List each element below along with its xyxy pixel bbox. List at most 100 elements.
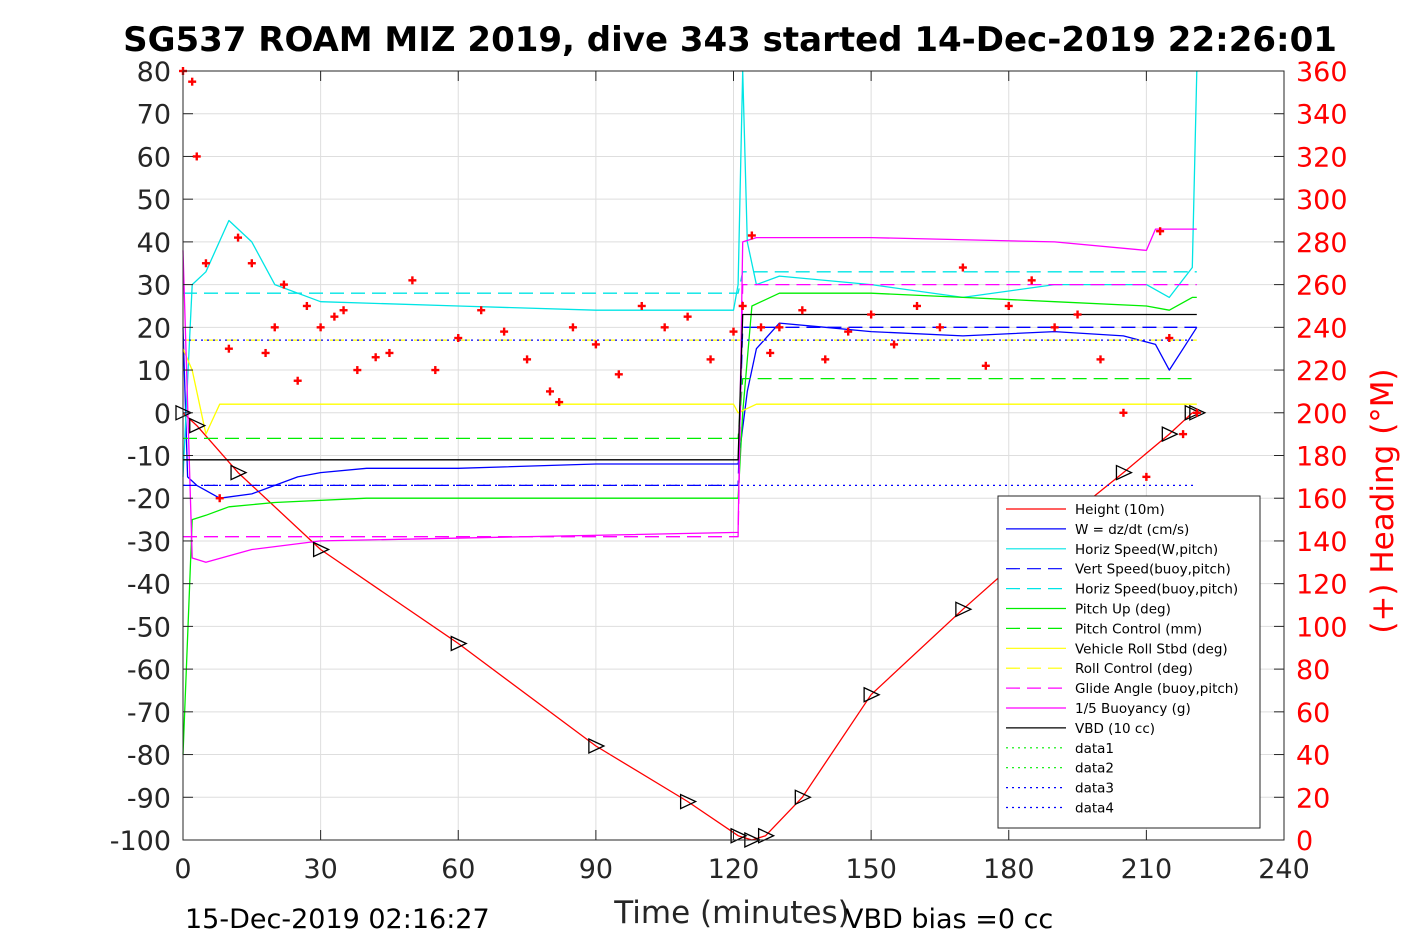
legend-label-12: data1 <box>1075 741 1114 757</box>
heading-point-36 <box>747 231 756 240</box>
depth-marker-10 <box>794 789 812 806</box>
heading-point-5 <box>224 344 233 353</box>
legend-label-0: Height (10m) <box>1075 502 1165 518</box>
legend-label-7: Vehicle Roll Stbd (deg) <box>1075 641 1228 657</box>
heading-point-35 <box>738 301 747 310</box>
heading-point-20 <box>431 366 440 375</box>
heading-point-11 <box>293 376 302 385</box>
legend-label-8: Roll Control (deg) <box>1075 661 1193 677</box>
y-right-tick-label-0: 360 <box>1296 57 1348 88</box>
heading-point-19 <box>408 276 417 285</box>
series-line-11 <box>183 313 1197 461</box>
heading-point-58 <box>1179 430 1188 439</box>
y-tick-label-14: -60 <box>127 655 171 686</box>
footer-date: 15-Dec-2019 02:16:27 <box>185 904 490 935</box>
chart-title: SG537 ROAM MIZ 2019, dive 343 started 14… <box>123 20 1337 60</box>
y-right-tick-label-3: 300 <box>1296 185 1348 216</box>
y-tick-label-7: 10 <box>137 356 171 387</box>
legend-label-2: Horiz Speed(W,pitch) <box>1075 542 1218 558</box>
heading-point-28 <box>591 340 600 349</box>
heading-point-33 <box>706 355 715 364</box>
legend: Height (10m) W = dz/dt (cm/s) Horiz Speed(… <box>997 495 1261 829</box>
y-tick-label-18: -100 <box>110 826 171 857</box>
y-tick-label-17: -90 <box>127 783 171 814</box>
y-tick-label-16: -80 <box>127 741 171 772</box>
y-tick-label-2: 60 <box>137 142 171 173</box>
heading-point-47 <box>958 263 967 272</box>
heading-point-34 <box>729 327 738 336</box>
footer-vbd-bias: VBD bias =0 cc <box>845 904 1053 935</box>
x-tick-label-1: 30 <box>303 854 337 885</box>
heading-point-52 <box>1073 310 1082 319</box>
y-tick-label-8: 0 <box>154 399 171 430</box>
heading-point-3 <box>201 259 210 268</box>
heading-point-13 <box>316 323 325 332</box>
heading-point-15 <box>339 306 348 315</box>
y-right-tick-label-13: 100 <box>1296 612 1348 643</box>
heading-point-55 <box>1142 472 1151 481</box>
depth-marker-6 <box>679 793 698 810</box>
heading-point-24 <box>523 355 532 364</box>
heading-point-30 <box>637 301 646 310</box>
heading-point-29 <box>614 370 623 379</box>
heading-point-54 <box>1119 408 1128 417</box>
y-right-tick-label-16: 40 <box>1296 741 1330 772</box>
series-line-4 <box>183 271 1197 294</box>
heading-point-26 <box>555 398 564 407</box>
x-tick-label-5: 150 <box>845 854 897 885</box>
series-layer <box>182 70 1198 841</box>
x-tick-label-7: 210 <box>1121 854 1173 885</box>
y-right-tick-label-14: 80 <box>1296 655 1330 686</box>
legend-label-6: Pitch Control (mm) <box>1075 621 1202 637</box>
depth-marker-11 <box>863 686 881 703</box>
heading-point-37 <box>757 323 766 332</box>
right-y-axis-label: (+) Heading (°M) <box>1365 368 1401 633</box>
y-right-tick-label-12: 120 <box>1296 570 1348 601</box>
heading-point-12 <box>302 301 311 310</box>
y-right-tick-label-17: 20 <box>1296 783 1330 814</box>
legend-label-4: Horiz Speed(buoy,pitch) <box>1075 582 1238 598</box>
heading-point-1 <box>188 77 197 86</box>
y-tick-label-10: -20 <box>127 484 171 515</box>
legend-label-3: Vert Speed(buoy,pitch) <box>1075 562 1231 578</box>
depth-marker-16 <box>1184 404 1202 421</box>
heading-point-8 <box>261 348 270 357</box>
heading-point-2 <box>192 152 201 161</box>
x-tick-label-6: 180 <box>983 854 1035 885</box>
y-right-tick-label-11: 140 <box>1296 527 1348 558</box>
heading-point-25 <box>546 387 554 396</box>
depth-marker-5 <box>588 737 606 755</box>
heading-point-21 <box>454 334 463 343</box>
heading-point-4 <box>215 494 224 503</box>
heading-point-46 <box>935 323 944 332</box>
y-tick-label-15: -70 <box>127 698 171 729</box>
y-tick-label-3: 50 <box>137 185 171 216</box>
legend-label-13: data2 <box>1075 761 1114 777</box>
x-tick-label-0: 0 <box>174 854 191 885</box>
y-tick-label-0: 80 <box>137 57 171 88</box>
depth-marker-4 <box>450 635 468 652</box>
heading-point-31 <box>660 323 669 332</box>
depth-marker-14 <box>1115 464 1133 481</box>
y-right-tick-label-5: 260 <box>1296 271 1348 302</box>
depth-marker-12 <box>955 601 973 618</box>
tick-labels: 0 30 60 90 120 150 180 210 24080706050403020100-… <box>110 57 1348 885</box>
y-right-tick-label-1: 340 <box>1296 100 1348 131</box>
y-right-tick-label-7: 220 <box>1296 356 1348 387</box>
x-tick-label-8: 240 <box>1258 854 1310 885</box>
series-line-7 <box>182 348 1197 435</box>
heading-point-14 <box>330 312 339 321</box>
legend-label-15: data4 <box>1075 801 1114 817</box>
heading-point-57 <box>1165 334 1174 343</box>
y-right-tick-label-4: 280 <box>1296 228 1348 259</box>
y-right-tick-label-18: 0 <box>1296 826 1313 857</box>
heading-point-59 <box>1192 408 1201 417</box>
y-right-tick-label-9: 180 <box>1296 442 1348 473</box>
heading-point-48 <box>981 361 990 370</box>
depth-marker-2 <box>230 464 248 481</box>
heading-point-17 <box>371 353 380 362</box>
heading-point-42 <box>844 327 853 336</box>
y-tick-label-13: -50 <box>127 612 171 643</box>
y-tick-label-6: 20 <box>137 313 171 344</box>
